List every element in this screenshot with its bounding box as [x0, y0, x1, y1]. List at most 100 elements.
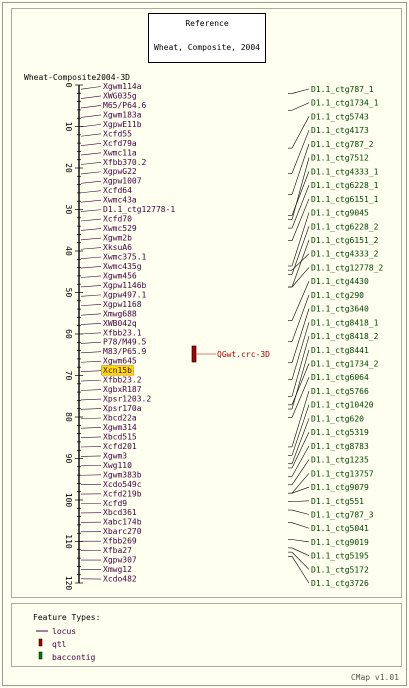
locus-label[interactable]: Xgwm456 — [103, 271, 137, 280]
locus-label[interactable]: XgpwG22 — [103, 167, 137, 176]
locus-label[interactable]: M65/P64.6 — [103, 101, 147, 110]
locus-label[interactable]: Xwg110 — [103, 461, 132, 470]
locus-label[interactable]: Xmwg12 — [103, 565, 132, 574]
contig-label[interactable]: D1.1_ctg5041 — [311, 524, 369, 533]
locus-label[interactable]: Xabc174b — [103, 518, 142, 527]
locus-label[interactable]: Xwmc43a — [103, 196, 137, 205]
contig-connector — [291, 294, 310, 342]
contig-label[interactable]: D1.1_ctg8418_1 — [311, 318, 379, 327]
legend-swatches — [36, 630, 48, 660]
locus-label[interactable]: Xgwm183a — [103, 110, 142, 119]
contig-label[interactable]: D1.1_ctg9019 — [311, 538, 369, 547]
locus-label[interactable]: Xgpw497.1 — [103, 290, 147, 299]
locus-label[interactable]: XksuA6 — [103, 243, 132, 252]
locus-label[interactable]: Xwmc11a — [103, 148, 137, 157]
contig-label[interactable]: D1.1_ctg8783 — [311, 442, 369, 451]
locus-label[interactable]: Xbarc270 — [103, 527, 142, 536]
contig-label[interactable]: D1.1_ctg6064 — [311, 373, 369, 382]
locus-label[interactable]: Xcfd70 — [103, 215, 132, 224]
contig-label[interactable]: D1.1_ctg8418_2 — [311, 332, 379, 341]
locus-label[interactable]: Xgpw1168 — [103, 300, 142, 309]
contig-label[interactable]: D1.1_ctg787_2 — [311, 140, 374, 149]
contig-label[interactable]: D1.1_ctg1235 — [311, 456, 369, 465]
locus-label[interactable]: Xfba27 — [103, 546, 132, 555]
locus-label[interactable]: Xfbb23.2 — [103, 376, 142, 385]
locus-label[interactable]: Xfbb269 — [103, 537, 137, 546]
contig-label[interactable]: D1.1_ctg12778_2 — [311, 263, 383, 272]
contig-label[interactable]: D1.1_ctg6151_1 — [311, 195, 379, 204]
locus-label[interactable]: Xcdo482 — [103, 575, 137, 584]
contig-label[interactable]: D1.1_ctg4173 — [311, 126, 369, 135]
locus-label[interactable]: Xbcd515 — [103, 432, 137, 441]
locus-label[interactable]: M83/P65.9 — [103, 347, 147, 356]
locus-label[interactable]: Xgwm114a — [103, 82, 142, 91]
qtl-bar[interactable] — [191, 345, 197, 363]
locus-label[interactable]: D1.1_ctg12778-1 — [103, 205, 175, 214]
locus-label[interactable]: Xgwm3 — [103, 451, 127, 460]
locus-label[interactable]: Xgwm645 — [103, 357, 137, 366]
contig-label[interactable]: D1.1_ctg3640 — [311, 305, 369, 314]
locus-label[interactable]: P78/M49.5 — [103, 338, 147, 347]
contig-label[interactable]: D1.1_ctg1734_2 — [311, 360, 379, 369]
locus-label[interactable]: Xwmc529 — [103, 224, 137, 233]
contig-label[interactable]: D1.1_ctg6228_2 — [311, 222, 379, 231]
reference-box[interactable]: Reference Wheat, Composite, 2004 — [148, 13, 266, 63]
locus-label[interactable]: Xcfd64 — [103, 186, 132, 195]
locus-label[interactable]: Xgwm2b — [103, 234, 132, 243]
locus-label[interactable]: XWG035g — [103, 91, 137, 100]
locus-label[interactable]: Xbcd22a — [103, 414, 137, 423]
locus-label[interactable]: Xcfd79a — [103, 139, 137, 148]
locus-connector — [80, 143, 102, 146]
locus-label[interactable]: Xgwm383b — [103, 470, 142, 479]
locus-label[interactable]: Xcfd201 — [103, 442, 137, 451]
locus-label[interactable]: Xwmc375.1 — [103, 252, 147, 261]
contig-label[interactable]: D1.1_ctg6228_1 — [311, 181, 379, 190]
contig-label[interactable]: D1.1_ctg5743 — [311, 112, 369, 121]
contig-label[interactable]: D1.1_ctg13757 — [311, 469, 374, 478]
locus-label[interactable]: Xgpw1146b — [103, 281, 147, 290]
contig-label[interactable]: D1.1_ctg5172 — [311, 565, 369, 574]
locus-label[interactable]: Xfbb23.1 — [103, 328, 142, 337]
contig-label[interactable]: D1.1_ctg10420 — [311, 401, 374, 410]
contig-label[interactable]: D1.1_ctg620 — [311, 414, 364, 423]
locus-label[interactable]: XgbxR187 — [103, 385, 142, 394]
contig-label[interactable]: D1.1_ctg3726 — [311, 579, 369, 588]
contig-label[interactable]: D1.1_ctg5766 — [311, 387, 369, 396]
locus-label[interactable]: Xbcd361 — [103, 508, 137, 517]
locus-label[interactable]: Xfbb370.2 — [103, 158, 147, 167]
locus-label[interactable]: Xcfd219b — [103, 489, 142, 498]
contig-label[interactable]: D1.1_ctg4333_1 — [311, 167, 379, 176]
locus-label[interactable]: Xgpw307 — [103, 556, 137, 565]
locus-label[interactable]: Xcdo549c — [103, 480, 142, 489]
ruler-tick-label: 80 — [64, 412, 73, 422]
contig-label[interactable]: D1.1_ctg6151_2 — [311, 236, 379, 245]
locus-label[interactable]: Xcfd9 — [103, 499, 127, 508]
contig-label[interactable]: D1.1_ctg1734_1 — [311, 99, 379, 108]
locus-label[interactable]: Xwmc435g — [103, 262, 142, 271]
contig-label[interactable]: D1.1_ctg5319 — [311, 428, 369, 437]
contig-label[interactable]: D1.1_ctg551 — [311, 497, 364, 506]
contig-label[interactable]: D1.1_ctg4430 — [311, 277, 369, 286]
locus-label[interactable]: XgpwE11b — [103, 120, 142, 129]
locus-label[interactable]: Xpsr170a — [103, 404, 142, 413]
contig-label[interactable]: D1.1_ctg9045 — [311, 209, 369, 218]
contig-label[interactable]: D1.1_ctg9079 — [311, 483, 369, 492]
contig-label[interactable]: D1.1_ctg7512 — [311, 154, 369, 163]
locus-label[interactable]: Xcfd55 — [103, 129, 132, 138]
locus-label[interactable]: Xcn15b — [103, 366, 132, 375]
locus-label[interactable]: Xmwg688 — [103, 309, 137, 318]
ruler-tick-label: 120 — [64, 576, 73, 591]
contig-label[interactable]: D1.1_ctg8441 — [311, 346, 369, 355]
locus-label[interactable]: Xpsr1203.2 — [103, 395, 151, 404]
locus-connector — [80, 417, 102, 420]
contig-label[interactable]: D1.1_ctg290 — [311, 291, 364, 300]
locus-label[interactable]: Xgpw1007 — [103, 177, 142, 186]
contig-label[interactable]: D1.1_ctg787_1 — [311, 85, 374, 94]
locus-label[interactable]: Xgwm314 — [103, 423, 137, 432]
contig-label[interactable]: D1.1_ctg787_3 — [311, 511, 374, 520]
contig-label[interactable]: D1.1_ctg5195 — [311, 552, 369, 561]
map-label[interactable]: Wheat-Composite2004-3D — [24, 73, 130, 82]
contig-label[interactable]: D1.1_ctg4333_2 — [311, 250, 379, 259]
qtl-label[interactable]: QGwt.crc-3D — [217, 350, 270, 359]
locus-label[interactable]: XWB042q — [103, 319, 137, 328]
